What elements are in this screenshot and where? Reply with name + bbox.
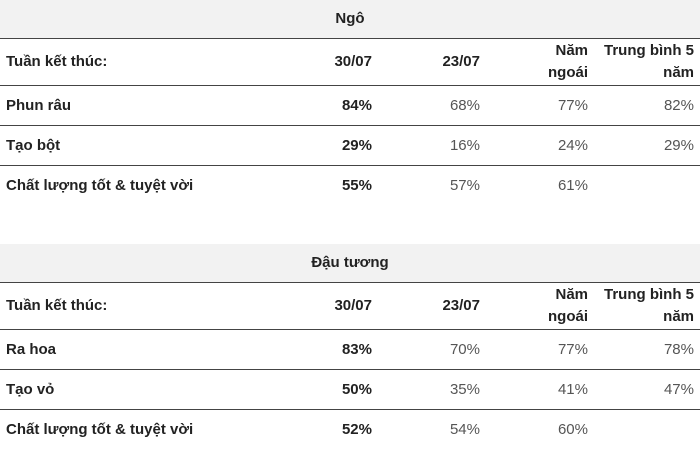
value-cell: 60% xyxy=(557,421,588,438)
data-row: Tạo vỏ 50% 35% 41% 47% xyxy=(0,369,700,410)
row-label: Chất lượng tốt & tuyệt vời xyxy=(6,421,194,438)
value-cell: 78% xyxy=(594,329,700,370)
header-text: Tuần kết thúc: xyxy=(6,297,108,314)
value-cell: 52% xyxy=(341,421,372,438)
header-cell: 23/07 xyxy=(378,39,486,86)
header-cell: 30/07 xyxy=(270,39,378,86)
value-cell: 70% xyxy=(378,329,486,370)
header-cell: Trung bình 5 năm xyxy=(594,39,700,86)
data-table: Tuần kết thúc: 30/07 23/07 Năm ngoái Trung b… xyxy=(0,39,700,205)
header-text: 30/07 xyxy=(334,297,372,314)
header-row: Tuần kết thúc: 30/07 23/07 Năm ngoái Trung b… xyxy=(0,283,700,330)
section: Đậu tương Tuần kết thúc: 30/07 23/07 Năm ngo… xyxy=(0,244,700,449)
value-cell: 84% xyxy=(270,85,378,126)
header-row: Tuần kết thúc: 30/07 23/07 Năm ngoái Trung b… xyxy=(0,39,700,86)
header-cell: 30/07 xyxy=(270,283,378,330)
header-cell: Tuần kết thúc: xyxy=(0,283,270,330)
section: Ngô Tuần kết thúc: 30/07 23/07 Năm ngoái Trun… xyxy=(0,0,700,205)
header-text: Năm ngoái xyxy=(548,42,588,81)
value-cell: 68% xyxy=(378,85,486,126)
header-cell: 23/07 xyxy=(378,283,486,330)
value-cell: 54% xyxy=(449,421,480,438)
value-cell: 41% xyxy=(486,369,594,410)
header-cell: Tuần kết thúc: xyxy=(0,39,270,86)
section-title: Ngô xyxy=(0,0,700,39)
row-label: Tạo bột xyxy=(0,125,270,166)
row-label: Ra hoa xyxy=(0,329,270,370)
data-row: Ra hoa 83% 70% 77% 78% xyxy=(0,329,700,370)
row-label: Chất lượng tốt & tuyệt vời xyxy=(6,177,194,194)
header-text: Năm ngoái xyxy=(548,286,588,325)
value-cell: 83% xyxy=(270,329,378,370)
header-cell: Năm ngoái xyxy=(486,283,594,330)
value-cell: 57% xyxy=(449,177,480,194)
value-cell: 82% xyxy=(594,85,700,126)
value-cell: 47% xyxy=(594,369,700,410)
header-text: 30/07 xyxy=(334,53,372,70)
header-cell: Năm ngoái xyxy=(486,39,594,86)
empty-cell xyxy=(594,166,700,206)
value-cell: 16% xyxy=(378,125,486,166)
data-row: Chất lượng tốt & tuyệt vời 55% 57% 61% xyxy=(0,166,700,206)
value-cell: 50% xyxy=(270,369,378,410)
section-title: Đậu tương xyxy=(0,244,700,283)
header-cell: Trung bình 5 năm xyxy=(594,283,700,330)
value-cell: 24% xyxy=(486,125,594,166)
value-cell: 77% xyxy=(486,85,594,126)
row-label: Tạo vỏ xyxy=(0,369,270,410)
header-text: 23/07 xyxy=(442,53,480,70)
row-label: Phun râu xyxy=(0,85,270,126)
header-text: Trung bình 5 năm xyxy=(604,42,694,81)
value-cell: 29% xyxy=(594,125,700,166)
value-cell: 61% xyxy=(557,177,588,194)
empty-cell xyxy=(594,410,700,450)
data-table: Tuần kết thúc: 30/07 23/07 Năm ngoái Trung b… xyxy=(0,283,700,449)
data-row: Tạo bột 29% 16% 24% 29% xyxy=(0,125,700,166)
value-cell: 55% xyxy=(341,177,372,194)
value-cell: 35% xyxy=(378,369,486,410)
value-cell: 77% xyxy=(486,329,594,370)
data-row: Chất lượng tốt & tuyệt vời 52% 54% 60% xyxy=(0,410,700,450)
header-text: Trung bình 5 năm xyxy=(604,286,694,325)
data-row: Phun râu 84% 68% 77% 82% xyxy=(0,85,700,126)
value-cell: 29% xyxy=(270,125,378,166)
header-text: Tuần kết thúc: xyxy=(6,53,108,70)
header-text: 23/07 xyxy=(442,297,480,314)
